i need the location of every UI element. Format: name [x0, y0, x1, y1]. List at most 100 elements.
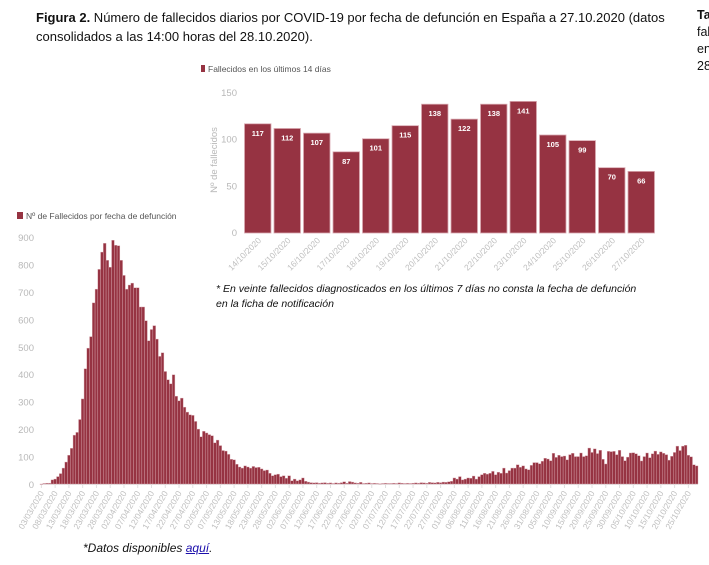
- main-bar: [284, 478, 288, 485]
- main-bar: [524, 468, 528, 485]
- main-bar: [155, 338, 159, 485]
- main-bar: [573, 456, 578, 485]
- main-bar: [309, 482, 313, 485]
- main-bar: [240, 467, 244, 485]
- main-bar: [386, 483, 390, 485]
- main-bar: [595, 453, 600, 485]
- inset-bar-value-label: 105: [546, 140, 559, 149]
- main-bar: [306, 481, 311, 485]
- main-bar: [439, 482, 443, 485]
- main-bar: [491, 471, 495, 485]
- inset-bar: [273, 128, 301, 234]
- main-bar: [496, 471, 500, 485]
- main-bar: [606, 451, 611, 485]
- inset-note: * En veinte fallecidos diagnosticados en…: [216, 283, 637, 310]
- main-bar: [56, 476, 60, 485]
- main-bar: [48, 482, 52, 485]
- inset-y-tick-label: 150: [221, 88, 237, 99]
- main-bar: [521, 465, 525, 485]
- main-y-tick-label: 300: [18, 398, 34, 409]
- main-bar: [72, 434, 76, 485]
- main-y-tick-label: 800: [18, 260, 34, 271]
- main-bar: [127, 284, 132, 485]
- main-bar: [535, 462, 539, 485]
- main-bar: [67, 454, 71, 485]
- main-bar: [350, 481, 355, 485]
- main-bar: [667, 459, 671, 485]
- main-bar: [193, 421, 198, 485]
- data-link[interactable]: aquí: [185, 541, 210, 555]
- main-bar: [196, 428, 200, 485]
- main-bar: [361, 483, 366, 485]
- main-bar: [499, 473, 503, 485]
- footer-note: *Datos disponibles aquí.: [83, 541, 212, 555]
- main-bar: [551, 453, 556, 485]
- main-bar: [97, 269, 101, 485]
- main-bar: [507, 470, 511, 485]
- main-bar: [436, 482, 440, 485]
- main-bar: [405, 482, 410, 485]
- main-bar: [510, 467, 514, 485]
- main-y-tick-label: 0: [29, 480, 34, 491]
- main-bar: [425, 482, 429, 485]
- main-bar: [293, 478, 297, 485]
- figure-caption: Figura 2. Número de fallecidos diarios p…: [36, 8, 666, 46]
- main-y-tick-label: 900: [18, 233, 34, 244]
- main-bar: [356, 482, 360, 485]
- main-bar: [601, 459, 605, 485]
- main-y-tick-label: 600: [18, 315, 34, 326]
- main-y-tick-label: 700: [18, 288, 34, 299]
- main-bar: [590, 452, 594, 485]
- main-bar: [298, 479, 302, 485]
- main-bar: [271, 475, 275, 485]
- main-bar: [472, 475, 476, 485]
- main-bar: [144, 320, 148, 485]
- main-bar: [650, 453, 655, 485]
- main-bar: [180, 397, 184, 485]
- main-bar: [216, 439, 220, 485]
- inset-bar: [568, 140, 596, 234]
- main-bar: [276, 473, 280, 485]
- footer-suffix: .: [209, 541, 213, 555]
- inset-bar: [539, 134, 567, 234]
- main-bar: [565, 459, 569, 485]
- main-bar: [367, 482, 371, 485]
- main-bar: [383, 482, 388, 485]
- main-bar: [337, 482, 341, 485]
- inset-legend-label: Fallecidos en los últimos 14 días: [208, 64, 331, 74]
- main-bar: [678, 450, 682, 485]
- main-bar: [204, 432, 209, 485]
- main-bar: [221, 450, 225, 485]
- main-bar: [587, 447, 591, 485]
- main-bar: [516, 464, 520, 485]
- main-bar: [469, 478, 473, 485]
- main-bar: [83, 368, 88, 485]
- main-bar: [169, 383, 173, 485]
- main-bar: [202, 431, 206, 485]
- main-bar: [111, 240, 115, 485]
- inset-bar: [598, 167, 626, 234]
- inset-bar: [391, 125, 419, 234]
- main-bar: [634, 453, 638, 485]
- main-bar: [246, 466, 250, 485]
- main-bar: [447, 481, 451, 485]
- main-bar: [149, 329, 154, 485]
- main-bar: [582, 456, 586, 485]
- main-legend-label: Nº de Fallecidos por fecha de defunción: [26, 211, 177, 221]
- main-bar: [323, 482, 327, 485]
- main-bar: [532, 462, 536, 485]
- main-bar: [125, 288, 129, 485]
- main-bar: [53, 478, 57, 485]
- main-bar: [653, 450, 657, 485]
- figure-caption-text: Número de fallecidos diarios por COVID-1…: [36, 10, 665, 44]
- main-bar: [394, 483, 399, 485]
- main-bar: [645, 452, 649, 485]
- main-bar: [615, 454, 619, 485]
- main-bar: [411, 482, 415, 485]
- inset-y-tick-label: 0: [232, 228, 237, 239]
- main-bar: [160, 352, 165, 485]
- main-bar: [543, 458, 547, 485]
- main-bar: [372, 482, 377, 485]
- main-bar: [191, 415, 195, 485]
- main-bar: [604, 463, 608, 485]
